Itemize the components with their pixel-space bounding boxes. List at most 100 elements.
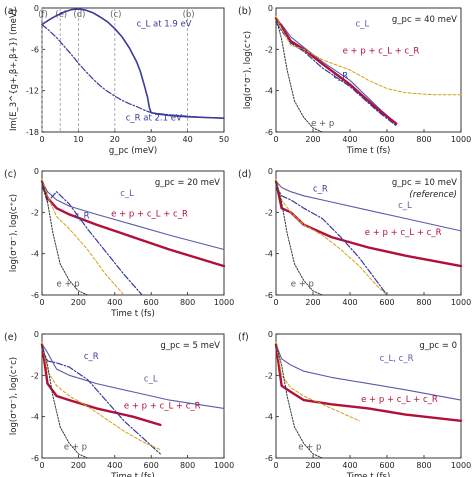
series-e-p-c-l-c-r xyxy=(274,17,398,125)
series-e xyxy=(41,341,161,451)
x-tick-label: 50 xyxy=(219,135,229,144)
series-c-l-c-r xyxy=(275,343,462,401)
plot-area xyxy=(275,7,462,133)
y-tick-label: 0 xyxy=(34,330,39,339)
reference-line-label: (e) xyxy=(55,10,67,20)
series-e xyxy=(275,341,360,422)
curve-label: e + p xyxy=(298,443,321,453)
curve-label: c_R xyxy=(75,212,90,222)
y-axis-label: log(σ⁺σ⁻), log(c⁺c) xyxy=(9,194,19,272)
x-tick-label: 1000 xyxy=(214,461,234,470)
x-tick-label: 600 xyxy=(144,298,159,307)
plot-area xyxy=(41,7,225,133)
x-tick-label: 200 xyxy=(71,461,86,470)
series-p xyxy=(275,17,323,133)
curve-label: e + p + c_L + c_R xyxy=(111,209,188,219)
y-tick-label: 0 xyxy=(268,167,273,176)
curve-label: e + p xyxy=(291,280,314,290)
plot-area xyxy=(275,333,462,459)
y-tick-label: -2 xyxy=(265,371,273,380)
curve-label: e + p + c_L + c_R xyxy=(124,401,201,411)
y-axis-label: log(σ⁺σ⁻), log(c⁺c) xyxy=(9,357,19,435)
series-c-r xyxy=(275,21,397,127)
series-c-l xyxy=(41,180,225,251)
x-tick-label: 1000 xyxy=(451,298,471,307)
y-tick-label: -4 xyxy=(265,250,273,259)
reference-line-label: (c) xyxy=(110,10,121,20)
x-axis-label: Time t (fs) xyxy=(110,309,155,319)
coupling-annotation: g_pc = 20 meV xyxy=(155,178,220,188)
x-tick-label: 200 xyxy=(305,135,320,144)
y-tick-label: -6 xyxy=(31,45,39,54)
panel-e: 0 200 400 600 800 1000 0 -2 -4 -6 Time t (fs) log(σ… xyxy=(4,330,234,477)
y-axis-label: log(σ⁺σ⁻), log(c⁺c) xyxy=(243,31,253,109)
x-tick-label: 0 xyxy=(273,298,278,307)
curve-label: c_L, c_R xyxy=(380,354,414,364)
curve-label: c_L at 1.9 eV xyxy=(137,20,192,30)
x-tick-label: 400 xyxy=(342,135,357,144)
series-c-l xyxy=(41,343,225,409)
x-tick-label: 400 xyxy=(107,461,122,470)
panel-label: (d) xyxy=(238,169,251,180)
x-tick-label: 20 xyxy=(110,135,120,144)
y-tick-label: -2 xyxy=(31,208,39,217)
coupling-annotation: g_pc = 40 meV xyxy=(392,15,457,25)
y-tick-label: -4 xyxy=(31,413,39,422)
y-tick-label: 0 xyxy=(268,4,273,13)
plot-area xyxy=(41,333,225,459)
panel-b: 0 200 400 600 800 1000 0 -2 -4 -6 Time t (fs) log(σ… xyxy=(238,4,471,156)
curve-label: e + p + c_L + c_R xyxy=(361,395,438,405)
x-tick-label: 40 xyxy=(183,135,193,144)
curve-label: c_L xyxy=(144,375,158,385)
panel-label: (f) xyxy=(238,332,249,343)
curve-label: e + p xyxy=(64,443,87,453)
x-tick-label: 800 xyxy=(416,461,431,470)
x-tick-label: 800 xyxy=(416,298,431,307)
curve-label: e + p xyxy=(311,119,334,129)
panel-a: 0 10 20 30 40 50 0 -6 -12 -18 g_pc (meV) Im(E_3^{g+… xyxy=(4,4,229,156)
x-tick-label: 1000 xyxy=(451,135,471,144)
y-tick-label: -6 xyxy=(265,291,273,300)
y-tick-label: -2 xyxy=(265,45,273,54)
series-e xyxy=(41,178,125,296)
reference-line-label: (b) xyxy=(183,10,195,20)
y-tick-label: -4 xyxy=(31,250,39,259)
series-p xyxy=(275,343,323,459)
y-tick-label: 0 xyxy=(34,4,39,13)
panel-label: (b) xyxy=(238,6,251,17)
x-axis-label: g_pc (meV) xyxy=(109,146,157,156)
reference-note: (reference) xyxy=(409,190,457,200)
curve-label: e + p + c_L + c_R xyxy=(343,46,420,56)
series-e xyxy=(275,178,388,296)
y-tick-label: -6 xyxy=(31,454,39,463)
y-tick-label: -6 xyxy=(265,128,273,137)
x-tick-label: 600 xyxy=(379,135,394,144)
coupling-annotation: g_pc = 0 xyxy=(419,341,457,351)
y-tick-label: -4 xyxy=(265,413,273,422)
series-p xyxy=(41,180,88,296)
y-tick-label: -2 xyxy=(265,208,273,217)
coupling-annotation: g_pc = 10 meV xyxy=(392,178,457,188)
curve-label: c_R xyxy=(333,71,348,81)
x-tick-label: 0 xyxy=(273,135,278,144)
x-tick-label: 600 xyxy=(144,461,159,470)
x-tick-label: 400 xyxy=(342,461,357,470)
plot-area xyxy=(275,170,462,296)
series-p xyxy=(41,343,88,459)
x-tick-label: 200 xyxy=(305,461,320,470)
x-axis-label: Time t (fs) xyxy=(110,472,155,477)
curve-label: c_L xyxy=(356,20,370,30)
curve-label: c_L xyxy=(398,201,412,211)
panel-c: 0 200 400 600 800 1000 0 -2 -4 -6 Time t (fs) log(σ… xyxy=(4,167,234,319)
curve-label: c_R xyxy=(84,352,99,362)
x-tick-label: 0 xyxy=(273,461,278,470)
x-axis-label: Time t (fs) xyxy=(346,472,391,477)
series-e-p-c-l-c-r xyxy=(40,343,162,427)
y-tick-label: -6 xyxy=(265,454,273,463)
x-tick-label: 600 xyxy=(379,461,394,470)
x-tick-label: 400 xyxy=(107,298,122,307)
panel-d: 0 200 400 600 800 1000 0 -2 -4 -6 (d) g_pc = 10 meV… xyxy=(238,167,471,307)
y-tick-label: -4 xyxy=(265,87,273,96)
series-e xyxy=(275,15,462,96)
